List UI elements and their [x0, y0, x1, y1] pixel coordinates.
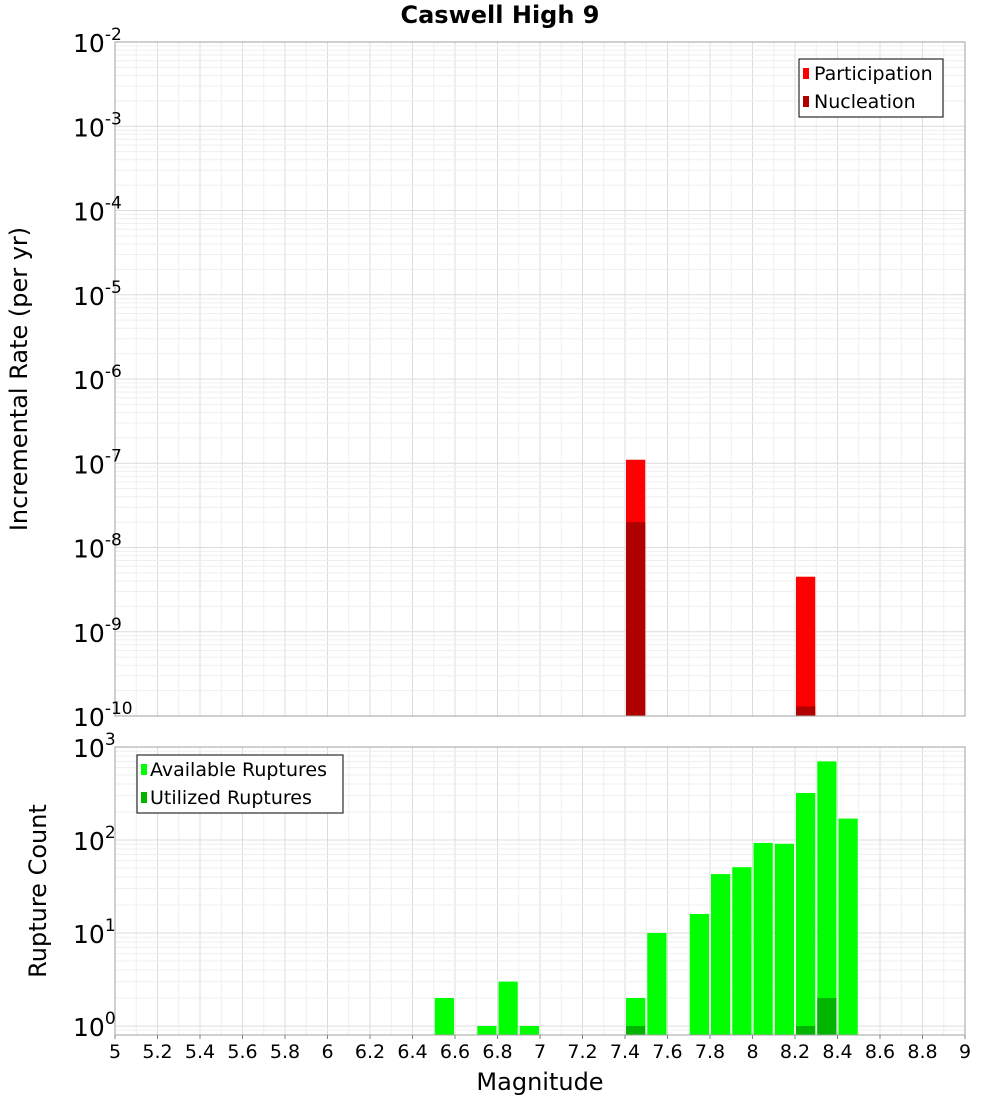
magnitude-x-ticks: 5 5.2 5.4 5.6 5.8 6 6.2 6.4 6.6 6.8 7 7.2 7.4 7.6 7.8 8…	[109, 1035, 971, 1063]
participation-legend-label: Participation	[814, 63, 933, 85]
rate-legend: Participation Nucleation	[798, 58, 944, 118]
rate-bar-participation	[796, 576, 816, 716]
count-bar-available-ruptures	[817, 761, 837, 1035]
count-bar-available-ruptures	[838, 818, 858, 1035]
magnitude-x-tick-label: 8.8	[907, 1041, 937, 1063]
rate-legend-box	[798, 58, 944, 118]
rate-y-tick-label: 10-5	[73, 278, 122, 311]
count-bar-available-ruptures	[647, 932, 667, 1035]
magnitude-x-tick-label: 9	[959, 1041, 971, 1063]
count-bar-utilized-ruptures	[817, 997, 837, 1035]
magnitude-x-tick-label: 7	[534, 1041, 546, 1063]
rate-y-tick-label: 10-2	[73, 25, 122, 58]
available-ruptures-legend-swatch	[141, 764, 147, 775]
magnitude-x-tick-label: 6.4	[397, 1041, 427, 1063]
count-legend: Available Ruptures Utilized Ruptures	[136, 754, 344, 814]
count-bar-available-ruptures	[626, 997, 646, 1035]
magnitude-x-tick-label: 8.4	[822, 1041, 852, 1063]
magnitude-x-tick-label: 7.6	[652, 1041, 682, 1063]
magnitude-x-tick-label: 8	[746, 1041, 758, 1063]
count-panel: 100 101 102 103 5 5.2 5.4 5.6 5.8 6 6.2 6.4 6.6 6.8 7…	[24, 730, 971, 1096]
magnitude-x-tick-label: 6.8	[482, 1041, 512, 1063]
magnitude-x-tick-label: 7.4	[610, 1041, 640, 1063]
count-y-ticks: 100 101 102 103	[73, 730, 116, 1042]
count-y-tick-label: 102	[73, 823, 116, 856]
chart-title: Caswell High 9	[401, 1, 600, 29]
magnitude-x-axis-label: Magnitude	[476, 1068, 603, 1096]
rate-panel: 10-10 10-9 10-8 10-7 10-6 10-5 10-4 10-3 10-2 In…	[5, 25, 966, 732]
rate-y-tick-label: 10-9	[73, 615, 122, 648]
utilized-ruptures-legend-label: Utilized Ruptures	[150, 787, 312, 809]
rate-y-axis-label: Incremental Rate (per yr)	[5, 227, 33, 531]
magnitude-x-tick-label: 6	[321, 1041, 333, 1063]
rate-y-tick-label: 10-3	[73, 109, 122, 142]
count-bar-available-ruptures	[774, 843, 794, 1035]
rate-bars	[626, 459, 816, 716]
magnitude-x-tick-label: 8.6	[865, 1041, 895, 1063]
count-y-tick-label: 101	[73, 916, 116, 949]
magnitude-x-tick-label: 5.6	[227, 1041, 257, 1063]
count-legend-box	[136, 754, 344, 814]
magnitude-x-tick-label: 5.4	[185, 1041, 215, 1063]
nucleation-legend-swatch	[803, 96, 809, 107]
magnitude-x-tick-label: 8.2	[780, 1041, 810, 1063]
rate-y-tick-label: 10-4	[73, 194, 122, 227]
rate-y-tick-label: 10-10	[73, 699, 133, 732]
count-bar-available-ruptures	[498, 981, 518, 1035]
count-y-tick-label: 100	[73, 1009, 116, 1042]
count-bar-available-ruptures	[753, 842, 773, 1035]
count-bar-available-ruptures	[732, 867, 752, 1035]
rate-y-tick-label: 10-8	[73, 531, 122, 564]
nucleation-legend-label: Nucleation	[814, 91, 916, 113]
utilized-ruptures-legend-swatch	[141, 792, 147, 803]
rate-bar-nucleation	[796, 706, 816, 716]
count-bar-utilized-ruptures	[796, 1025, 816, 1035]
magnitude-x-tick-label: 6.6	[440, 1041, 470, 1063]
count-bar-available-ruptures	[519, 1025, 539, 1035]
count-bar-available-ruptures	[796, 793, 816, 1035]
count-y-axis-label: Rupture Count	[24, 804, 52, 978]
rate-y-tick-label: 10-7	[73, 446, 122, 479]
count-bar-available-ruptures	[434, 997, 454, 1035]
count-bar-available-ruptures	[689, 914, 709, 1035]
rate-y-ticks: 10-10 10-9 10-8 10-7 10-6 10-5 10-4 10-3 10-2	[73, 25, 133, 732]
participation-legend-swatch	[803, 68, 809, 79]
magnitude-x-tick-label: 5.2	[142, 1041, 172, 1063]
rate-bar-nucleation	[626, 522, 646, 716]
magnitude-x-tick-label: 5.8	[270, 1041, 300, 1063]
rate-y-tick-label: 10-6	[73, 362, 122, 395]
magnitude-x-tick-label: 7.8	[695, 1041, 725, 1063]
count-y-tick-label: 103	[73, 730, 116, 763]
available-ruptures-legend-label: Available Ruptures	[150, 759, 327, 781]
rate-plot-frame	[114, 41, 966, 717]
count-bar-utilized-ruptures	[626, 1025, 646, 1035]
magnitude-x-tick-label: 5	[109, 1041, 121, 1063]
count-bar-available-ruptures	[711, 874, 731, 1035]
count-bar-available-ruptures	[477, 1025, 497, 1035]
rate-grid	[114, 41, 966, 717]
count-bars	[434, 761, 858, 1035]
magnitude-x-tick-label: 6.2	[355, 1041, 385, 1063]
magnitude-x-tick-label: 7.2	[567, 1041, 597, 1063]
